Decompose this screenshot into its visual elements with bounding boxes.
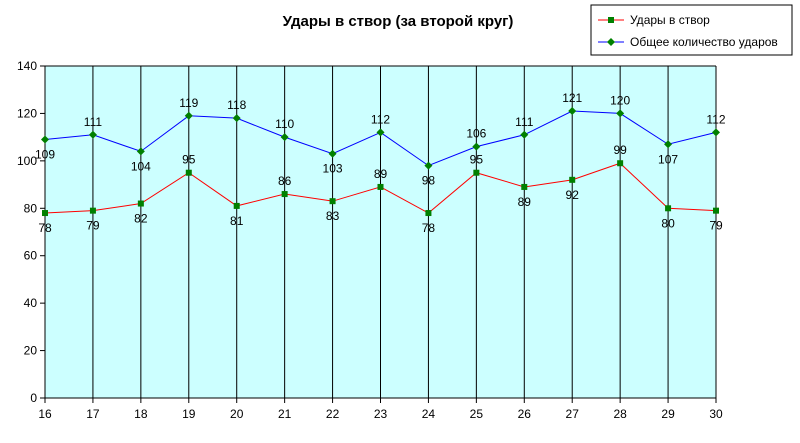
data-point <box>664 140 673 149</box>
x-tick-label: 19 <box>182 407 196 421</box>
data-point <box>376 128 385 137</box>
data-point <box>520 130 529 139</box>
data-point <box>89 207 96 214</box>
x-tick-label: 24 <box>422 407 436 421</box>
x-tick-label: 20 <box>230 407 244 421</box>
data-label: 119 <box>179 96 198 110</box>
data-point <box>328 149 337 158</box>
data-point <box>42 210 48 217</box>
data-point <box>617 160 624 167</box>
data-point <box>665 205 672 212</box>
data-label: 99 <box>613 143 627 157</box>
data-label: 78 <box>422 221 436 235</box>
data-point <box>88 130 97 139</box>
x-tick-label: 29 <box>661 407 675 421</box>
data-point <box>472 142 481 151</box>
x-tick-label: 25 <box>470 407 484 421</box>
legend-label-1: Удары в створ <box>630 13 710 27</box>
data-point <box>233 202 240 209</box>
data-label: 112 <box>371 112 390 126</box>
data-point <box>568 107 577 116</box>
x-tick-label: 28 <box>613 407 627 421</box>
data-point <box>185 169 192 176</box>
data-label: 83 <box>326 209 340 223</box>
data-point <box>473 169 480 176</box>
data-point <box>280 133 289 142</box>
y-tick-label: 40 <box>24 296 38 310</box>
legend-label-2: Общее количество ударов <box>630 35 778 49</box>
data-label: 106 <box>466 127 486 141</box>
x-tick-label: 30 <box>709 407 723 421</box>
data-point <box>425 210 432 217</box>
data-label: 92 <box>566 188 580 202</box>
data-label: 86 <box>278 174 292 188</box>
data-point <box>232 114 241 123</box>
data-label: 112 <box>706 112 725 126</box>
data-label: 107 <box>658 152 678 166</box>
y-tick-label: 120 <box>17 106 37 120</box>
y-tick-label: 140 <box>17 59 37 73</box>
y-axis-ticks: 0 20 40 60 80 100 120 140 <box>17 59 45 405</box>
y-tick-label: 80 <box>24 201 38 215</box>
x-tick-label: 17 <box>86 407 100 421</box>
data-label: 79 <box>86 219 100 233</box>
y-tick-label: 0 <box>30 391 37 405</box>
x-tick-label: 22 <box>326 407 340 421</box>
data-label: 95 <box>470 153 484 167</box>
data-point <box>41 135 49 144</box>
data-label: 82 <box>134 212 148 226</box>
data-point <box>137 200 144 207</box>
data-label: 109 <box>35 148 55 162</box>
data-label: 111 <box>84 115 103 129</box>
data-point <box>184 111 193 120</box>
series-markers <box>41 107 720 217</box>
data-label: 89 <box>518 195 532 209</box>
data-label: 121 <box>562 91 582 105</box>
x-tick-label: 27 <box>566 407 580 421</box>
x-axis-ticks: 16 17 18 19 20 21 22 23 24 25 26 27 28 29 30 <box>38 398 723 421</box>
data-point <box>281 191 288 198</box>
vertical-gridlines <box>44 66 717 398</box>
data-point <box>616 109 625 118</box>
legend-swatch-marker-2 <box>607 38 615 46</box>
data-labels: 78 79 82 95 81 86 83 89 78 95 89 92 99 80 79 109 111 104 1… <box>35 91 726 235</box>
data-label: 78 <box>38 221 52 235</box>
x-tick-label: 21 <box>278 407 292 421</box>
data-point <box>569 176 576 183</box>
data-point <box>521 183 528 190</box>
chart-title: Удары в створ (за второй круг) <box>283 13 514 30</box>
y-tick-label: 100 <box>17 154 37 168</box>
data-point <box>712 128 720 137</box>
y-tick-label: 60 <box>24 249 38 263</box>
data-label: 95 <box>182 153 196 167</box>
data-label: 98 <box>422 174 436 188</box>
data-label: 110 <box>275 117 294 131</box>
data-point <box>424 161 433 170</box>
legend-swatch-marker-1 <box>608 17 614 23</box>
data-label: 79 <box>709 219 723 233</box>
x-tick-label: 23 <box>374 407 388 421</box>
y-tick-label: 20 <box>24 344 38 358</box>
legend: Удары в створ Общее количество ударов <box>590 4 793 56</box>
data-label: 103 <box>323 162 343 176</box>
x-tick-label: 26 <box>518 407 532 421</box>
data-label: 81 <box>230 214 244 228</box>
data-label: 104 <box>131 159 151 173</box>
data-point <box>329 198 336 205</box>
data-label: 118 <box>227 98 246 112</box>
data-point <box>377 183 384 190</box>
data-point <box>136 147 145 156</box>
data-label: 120 <box>610 93 630 107</box>
x-tick-label: 18 <box>134 407 148 421</box>
data-label: 111 <box>515 115 534 129</box>
data-point <box>713 207 719 214</box>
x-tick-label: 16 <box>38 407 52 421</box>
legend-box <box>590 4 793 56</box>
data-label: 80 <box>661 216 675 230</box>
data-label: 89 <box>374 167 388 181</box>
